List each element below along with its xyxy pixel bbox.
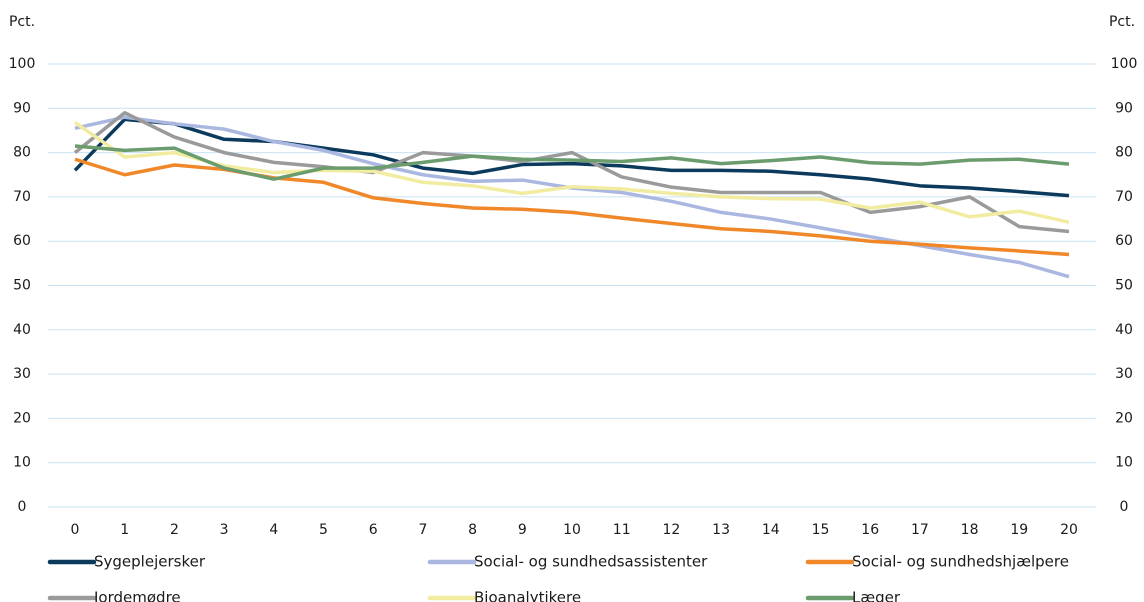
y-tick-label: 40 bbox=[13, 322, 31, 338]
legend-label: Bioanalytikere bbox=[474, 589, 581, 602]
x-tick-label: 10 bbox=[563, 522, 581, 538]
legend-label: Sygeplejersker bbox=[94, 553, 206, 571]
y-tick-label: 80 bbox=[13, 145, 31, 161]
x-tick-label: 15 bbox=[812, 522, 830, 538]
x-tick-label: 14 bbox=[762, 522, 780, 538]
y-tick-label: 70 bbox=[13, 189, 31, 205]
y-tick-label: 100 bbox=[9, 56, 36, 72]
legend-label: Læger bbox=[852, 589, 901, 602]
y2-tick-label: 30 bbox=[1115, 366, 1133, 382]
x-tick-label: 1 bbox=[120, 522, 129, 538]
y2-tick-label: 100 bbox=[1111, 56, 1138, 72]
y2-tick-label: 0 bbox=[1120, 499, 1129, 515]
x-tick-label: 20 bbox=[1060, 522, 1078, 538]
legend-label: Social- og sundhedshjælpere bbox=[852, 553, 1069, 571]
series-line bbox=[73, 117, 1070, 198]
x-tick-label: 3 bbox=[220, 522, 229, 538]
legend-label: Jordemødre bbox=[93, 589, 181, 602]
x-tick-label: 5 bbox=[319, 522, 328, 538]
y-tick-label: 30 bbox=[13, 366, 31, 382]
y2-tick-label: 10 bbox=[1115, 455, 1133, 471]
y2-tick-label: 40 bbox=[1115, 322, 1133, 338]
y2-tick-label: 50 bbox=[1115, 278, 1133, 294]
x-tick-label: 4 bbox=[269, 522, 278, 538]
x-tick-label: 16 bbox=[861, 522, 879, 538]
x-tick-label: 6 bbox=[369, 522, 378, 538]
series-line bbox=[73, 110, 1070, 234]
x-tick-label: 2 bbox=[170, 522, 179, 538]
y-tick-label: 90 bbox=[13, 100, 31, 116]
x-tick-label: 19 bbox=[1010, 522, 1028, 538]
legend: Sygeplejersker Social- og sundhedsassiste… bbox=[47, 553, 1069, 602]
y-tick-label: 50 bbox=[13, 278, 31, 294]
series-line bbox=[74, 121, 1070, 224]
y2-axis-label: Pct. bbox=[1109, 14, 1135, 30]
y2-tick-label: 60 bbox=[1115, 233, 1133, 249]
y2-tick-label: 90 bbox=[1115, 100, 1133, 116]
y-axis-label: Pct. bbox=[9, 14, 35, 30]
x-tick-label: 17 bbox=[911, 522, 929, 538]
y2-tick-label: 80 bbox=[1115, 145, 1133, 161]
y-tick-label: 0 bbox=[18, 499, 27, 515]
y-tick-label: 10 bbox=[13, 455, 31, 471]
x-tick-label: 7 bbox=[418, 522, 427, 538]
x-tick-label: 9 bbox=[518, 522, 527, 538]
x-tick-label: 12 bbox=[662, 522, 680, 538]
legend-label: Social- og sundhedsassistenter bbox=[474, 553, 708, 571]
x-tick-label: 0 bbox=[71, 522, 80, 538]
y2-tick-label: 70 bbox=[1115, 189, 1133, 205]
x-tick-label: 8 bbox=[468, 522, 477, 538]
series-line bbox=[74, 144, 1070, 181]
x-tick-label: 13 bbox=[712, 522, 730, 538]
x-tick-label: 11 bbox=[613, 522, 631, 538]
y-tick-label: 60 bbox=[13, 233, 31, 249]
y2-tick-label: 20 bbox=[1115, 410, 1133, 426]
x-tick-label: 18 bbox=[961, 522, 979, 538]
y-tick-label: 20 bbox=[13, 410, 31, 426]
